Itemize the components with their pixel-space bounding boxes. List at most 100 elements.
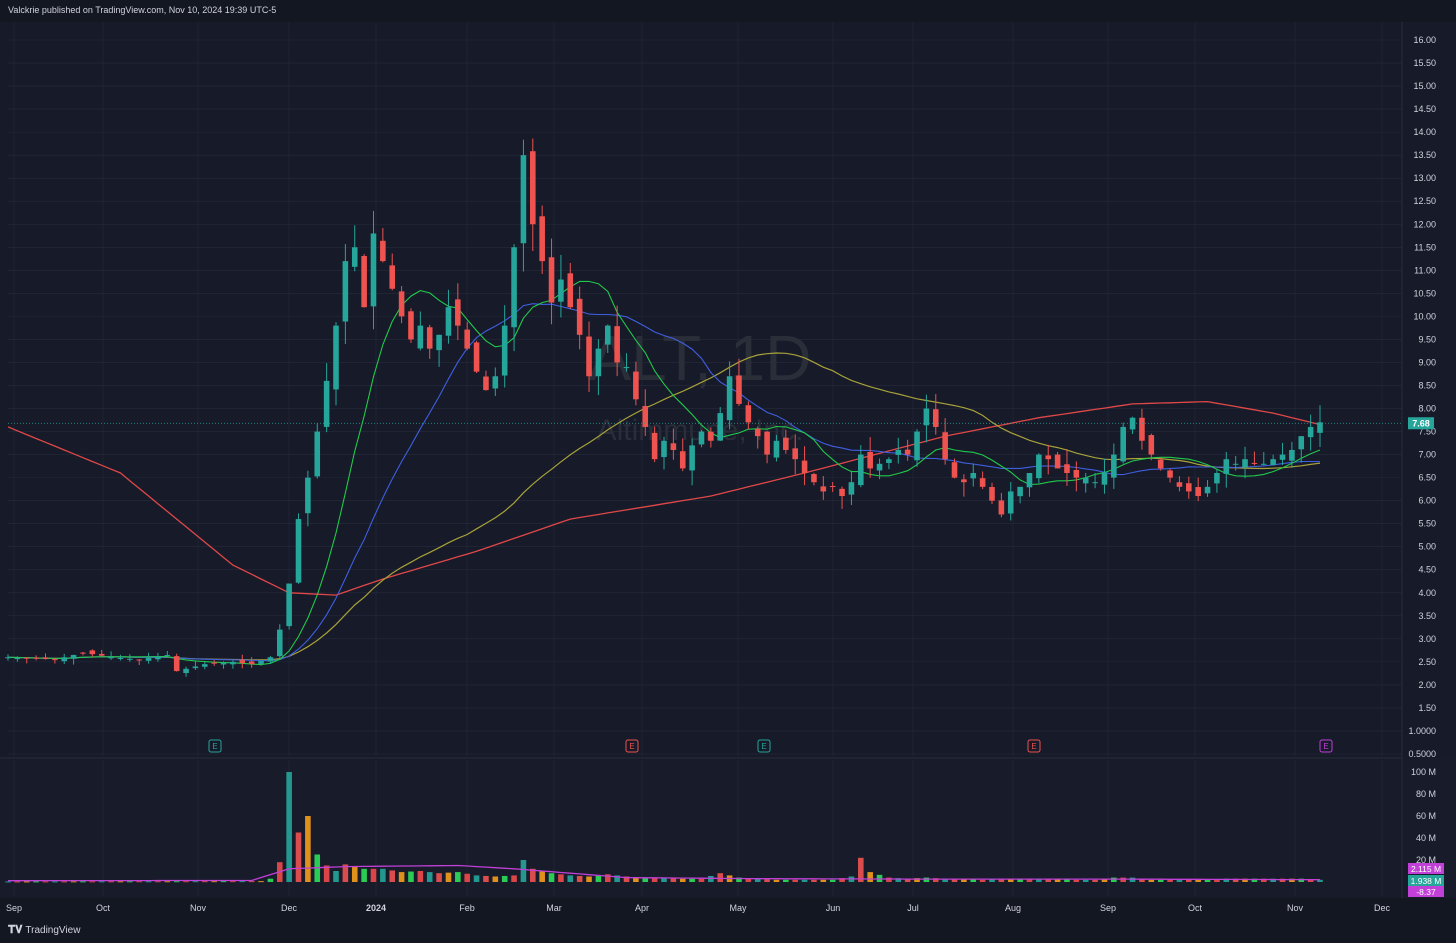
price-tick-label: 8.50: [1418, 380, 1436, 390]
volume-bar: [417, 871, 424, 882]
volume-bar: [370, 868, 377, 882]
candle-body: [295, 519, 302, 583]
volume-bar: [961, 878, 967, 882]
volume-bar: [501, 875, 508, 882]
volume-bar: [202, 881, 208, 883]
candle-body: [286, 583, 292, 627]
volume-bar: [361, 868, 367, 882]
volume-bar: [670, 878, 677, 882]
volume-bar: [145, 881, 152, 883]
candle-body: [1195, 487, 1201, 497]
candle-body: [717, 413, 724, 441]
ma-10-line: [7, 280, 1321, 666]
candle-body: [230, 661, 236, 665]
volume-bar: [708, 875, 714, 882]
volume-bar: [792, 879, 798, 882]
candle-body: [408, 311, 414, 340]
tradingview-logo[interactable]: 𝐓𝐕 TradingView: [8, 924, 80, 937]
volume-bar: [923, 877, 930, 882]
publish-caption: Valckrie published on TradingView.com, N…: [8, 5, 277, 15]
candle-body: [961, 479, 967, 483]
candle-body: [839, 488, 845, 497]
candle-body: [417, 325, 424, 349]
candle-body: [1036, 454, 1042, 479]
candle-body: [726, 376, 733, 421]
volume-bar: [389, 870, 396, 882]
earnings-event-label: E: [629, 742, 634, 751]
volume-bar: [951, 878, 958, 882]
candle-body: [932, 409, 939, 427]
price-tick-label: 2.00: [1418, 680, 1436, 690]
candle-body: [520, 155, 527, 244]
volume-bar: [558, 874, 564, 882]
candle-body: [333, 325, 339, 390]
price-tick-label: 11.00: [1414, 265, 1436, 275]
volume-bar: [1270, 878, 1276, 882]
candle-body: [858, 454, 864, 486]
volume-bar: [586, 876, 592, 882]
volume-bar: [576, 875, 583, 882]
volume-bar: [1007, 878, 1014, 882]
volume-bar: [14, 881, 21, 883]
volume-bar: [1223, 878, 1230, 882]
candle-body: [98, 653, 105, 656]
time-axis-label: Jul: [907, 903, 919, 913]
volume-bar: [136, 881, 142, 883]
volume-bar: [286, 772, 292, 882]
price-tick-label: 13.00: [1413, 173, 1436, 183]
price-tick-label: 9.00: [1418, 357, 1436, 367]
volume-bar: [351, 866, 358, 882]
candle-body: [1157, 459, 1164, 469]
candle-body: [801, 460, 808, 474]
candle-body: [305, 477, 311, 514]
candle-body: [1298, 436, 1305, 450]
candle-body: [70, 654, 77, 659]
volume-bar: [492, 876, 499, 882]
price-tick-label: 13.50: [1413, 150, 1436, 160]
candle-body: [1017, 486, 1023, 497]
price-tick-label: 12.00: [1413, 219, 1436, 229]
volume-bar: [820, 879, 827, 882]
time-axis-label: Mar: [546, 903, 562, 913]
volume-bar: [1289, 878, 1295, 882]
earnings-event-icon: [1319, 739, 1333, 753]
candle-body: [951, 462, 958, 478]
volume-bar: [117, 881, 124, 883]
time-axis-label: Nov: [1287, 903, 1304, 913]
volume-bar: [1167, 879, 1173, 882]
candle-body: [136, 659, 142, 661]
candle-body: [792, 448, 798, 460]
price-tick-label: 6.00: [1418, 496, 1436, 506]
candle-body: [1139, 417, 1145, 441]
volume-bar: [604, 874, 611, 882]
candle-body: [698, 431, 705, 445]
candle-body: [1307, 426, 1314, 438]
volume-bar: [436, 873, 442, 882]
candle-body: [1186, 483, 1192, 492]
volume-bar: [1082, 879, 1089, 882]
price-tick-label: 0.5000: [1408, 749, 1436, 759]
volume-bar: [773, 879, 780, 882]
candle-body: [708, 431, 714, 441]
candle-body: [1251, 462, 1258, 464]
volume-bar: [754, 878, 761, 882]
time-axis-label: Oct: [1188, 903, 1203, 913]
candle-body: [5, 657, 11, 659]
candle-body: [1082, 477, 1089, 484]
volume-bar: [380, 868, 386, 882]
earnings-event-label: E: [212, 742, 217, 751]
candle-body: [108, 657, 114, 659]
volume-bar: [211, 881, 217, 883]
candle-body: [661, 440, 667, 458]
earnings-event-icon: [757, 739, 771, 753]
candle-body: [314, 431, 321, 477]
earnings-event-icon: [1027, 739, 1041, 753]
volume-bar: [1036, 878, 1042, 882]
candle-body: [783, 437, 789, 450]
time-axis-label: Dec: [281, 903, 298, 913]
candle-body: [1148, 435, 1155, 455]
candle-body: [1260, 463, 1267, 465]
time-axis-label: Dec: [1374, 903, 1391, 913]
volume-bar: [164, 881, 171, 883]
